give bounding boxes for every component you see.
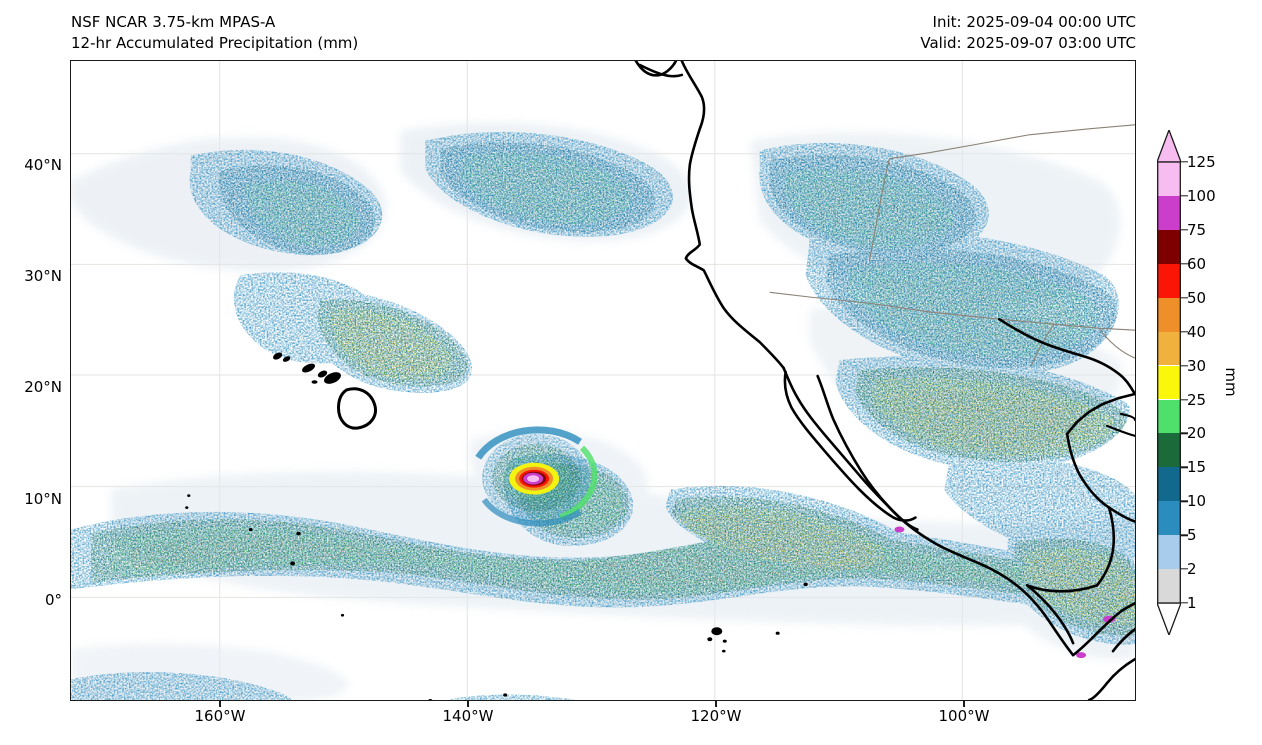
cbtick-15: 15 [1187,458,1207,477]
lon-tick-140w: 140°W [442,707,494,725]
lon-tickmark-140w [467,701,469,707]
colorband-1-2 [1157,569,1181,603]
valid-time-label: Valid: 2025-09-07 03:00 UTC [920,34,1136,52]
tropical-cyclone-feature [475,426,598,527]
hawaiian-islands [272,352,377,430]
lat-tick-30n: 30°N [24,267,62,285]
cbtick-20: 20 [1187,424,1207,443]
cbtick-10: 10 [1187,492,1207,511]
cbtickmark-60 [1181,263,1188,265]
colorbar-under-arrow [1157,603,1181,635]
cbtick-25: 25 [1187,390,1207,409]
lat-tick-10n: 10°N [24,490,62,508]
lon-tick-120w: 120°W [690,707,742,725]
lon-tickmark-100w [963,701,965,707]
cbtickmark-10 [1181,500,1188,502]
cbtickmark-100 [1181,195,1188,197]
cbtick-1: 1 [1187,594,1197,612]
cbtickmark-75 [1181,229,1188,231]
cbtick-5: 5 [1187,526,1197,545]
cbtickmark-2 [1181,568,1188,570]
colorband-10-15 [1157,467,1181,502]
map-canvas [71,61,1135,700]
lon-tickmark-120w [715,701,717,707]
lon-tick-160w: 160°W [194,707,246,725]
colorbar-over-arrow [1157,130,1181,162]
product-name-label: 12-hr Accumulated Precipitation (mm) [71,34,359,52]
precipitation-map-plot [70,60,1136,701]
colorband-75-100 [1157,195,1181,230]
cbtickmark-125 [1181,161,1188,163]
precipitation-field [71,122,1135,700]
cbtick-50: 50 [1187,288,1207,307]
colorband-25-30 [1157,365,1181,400]
colorband-60-75 [1157,229,1181,264]
colorband-20-25 [1157,399,1181,434]
cbtickmark-5 [1181,534,1188,536]
colorbar-bands [1157,162,1181,603]
lat-tick-20n: 20°N [24,378,62,396]
cbtick-75: 75 [1187,220,1207,239]
precipitation-colorbar: 125 100 75 60 50 40 30 25 20 15 10 5 2 1 [1157,130,1216,635]
lon-tickmark-160w [219,701,221,707]
colorband-5-10 [1157,501,1181,536]
cbtickmark-25 [1181,398,1188,401]
cbtickmark-50 [1181,296,1188,299]
colorband-40-50 [1157,297,1181,332]
political-borders [769,124,1135,367]
coastlines [634,61,1135,700]
colorband-2-5 [1157,535,1181,570]
colorband-100-125 [1157,162,1181,196]
colorband-30-40 [1157,331,1181,366]
cbtick-2: 2 [1187,560,1197,579]
cbtick-125: 125 [1187,153,1216,171]
cbtickmark-30 [1181,364,1188,367]
cbtickmark-1 [1181,602,1188,604]
init-time-label: Init: 2025-09-04 00:00 UTC [932,13,1136,31]
cbtickmark-40 [1181,330,1188,333]
small-islands [185,494,808,700]
colorband-50-60 [1157,263,1181,298]
forecast-time-block: Init: 2025-09-04 00:00 UTC Valid: 2025-09… [920,12,1136,54]
model-name-label: NSF NCAR 3.75-km MPAS-A [71,13,276,31]
cbtickmark-20 [1181,432,1188,435]
cbtick-100: 100 [1187,186,1216,205]
lat-tick-0: 0° [44,591,62,609]
lon-tick-100w: 100°W [938,707,990,725]
colorband-15-20 [1157,433,1181,468]
lat-tick-40n: 40°N [24,156,62,174]
colorbar-units-label: mm [1222,367,1240,397]
cbtick-30: 30 [1187,356,1207,375]
model-title-block: NSF NCAR 3.75-km MPAS-A 12-hr Accumulated… [71,12,358,54]
cbtickmark-15 [1181,466,1188,468]
cbtick-60: 60 [1187,254,1207,273]
cbtick-40: 40 [1187,322,1207,341]
